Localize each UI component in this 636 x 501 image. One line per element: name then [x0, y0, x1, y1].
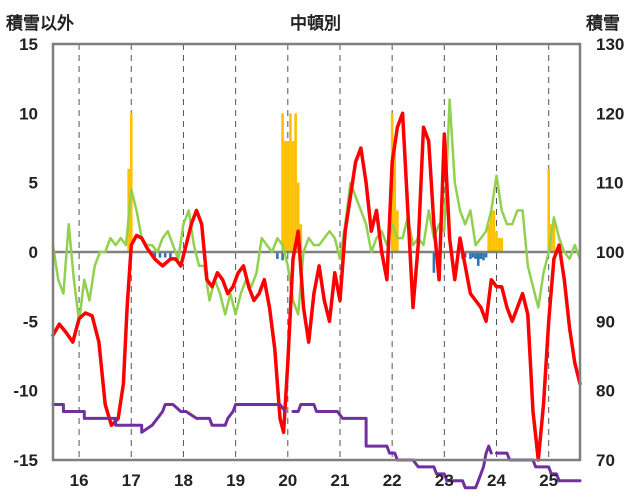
right-axis-label: 積雪	[586, 14, 620, 33]
vertical-gridlines	[78, 44, 550, 460]
bar-1-2	[163, 252, 167, 258]
x-tick-21: 21	[331, 471, 350, 490]
right-tick-0: 130	[596, 35, 624, 54]
bar-0-17	[497, 238, 501, 252]
bar-1-10	[471, 252, 475, 258]
bar-0-6	[291, 141, 295, 252]
series-green-line-0	[51, 98, 582, 323]
bar-1-4	[276, 252, 279, 259]
left-axis-label: 積雪以外	[6, 14, 74, 33]
x-tick-labels: 16 17 18 19 20 21 22 23 24 25	[70, 471, 559, 490]
right-tick-5: 80	[596, 382, 615, 401]
bar-1-14	[482, 252, 485, 261]
x-tick-22: 22	[383, 471, 402, 490]
plot-frame	[51, 42, 582, 462]
bar-1-6	[432, 252, 436, 273]
bar-1-1	[158, 252, 162, 258]
chart-title: 中頓別	[290, 14, 341, 33]
left-tick-5: -10	[13, 382, 38, 401]
left-tick-6: -15	[13, 451, 38, 470]
bar-0-3	[283, 141, 287, 252]
bar-0-21	[552, 224, 556, 252]
bar-0-12	[396, 210, 399, 252]
left-tick-labels: 15 10 5 0 -5 -10 -15	[13, 35, 38, 470]
bar-0-9	[299, 224, 303, 252]
left-tick-0: 15	[19, 35, 38, 54]
x-tick-16: 16	[70, 471, 89, 490]
bar-1-3	[169, 252, 172, 258]
bar-1-8	[463, 252, 467, 258]
left-tick-1: 10	[19, 104, 38, 123]
right-tick-2: 110	[596, 174, 623, 193]
bar-0-1	[129, 113, 133, 252]
bar-1-13	[479, 252, 483, 259]
left-tick-3: 0	[29, 243, 38, 262]
x-tick-25: 25	[539, 471, 558, 490]
bar-1-11	[474, 252, 477, 259]
series-purple-line-0	[51, 403, 287, 434]
x-tick-24: 24	[487, 471, 506, 490]
bar-0-8	[296, 182, 300, 252]
bar-0-4	[286, 141, 290, 252]
bar-0-14	[489, 210, 493, 252]
series-purple-line-2	[495, 451, 582, 483]
left-tick-2: 5	[29, 174, 38, 193]
left-tick-4: -5	[23, 312, 38, 331]
bar-1-9	[469, 252, 472, 259]
bar-1-5	[281, 252, 284, 261]
right-tick-1: 120	[596, 104, 624, 123]
x-tick-18: 18	[174, 471, 193, 490]
bar-0-19	[547, 168, 550, 252]
bar-0-18	[500, 238, 504, 252]
bar-0-13	[487, 224, 490, 252]
bar-1-0	[153, 252, 157, 258]
bar-0-15	[492, 210, 496, 252]
right-tick-labels: 130 120 110 100 90 80 70	[596, 35, 624, 470]
bar-0-16	[495, 231, 498, 252]
right-tick-4: 90	[596, 312, 615, 331]
right-tick-3: 100	[596, 243, 624, 262]
bars	[127, 113, 556, 273]
bar-1-12	[476, 252, 480, 266]
x-tick-20: 20	[278, 471, 297, 490]
bar-0-11	[393, 141, 397, 252]
series-red-line-0	[51, 111, 582, 462]
bar-0-2	[281, 113, 284, 252]
right-tick-6: 70	[596, 451, 615, 470]
bar-0-5	[289, 113, 292, 252]
bar-0-7	[294, 113, 297, 252]
bar-1-15	[484, 252, 488, 258]
x-tick-23: 23	[435, 471, 454, 490]
x-tick-17: 17	[122, 471, 141, 490]
x-tick-19: 19	[226, 471, 245, 490]
